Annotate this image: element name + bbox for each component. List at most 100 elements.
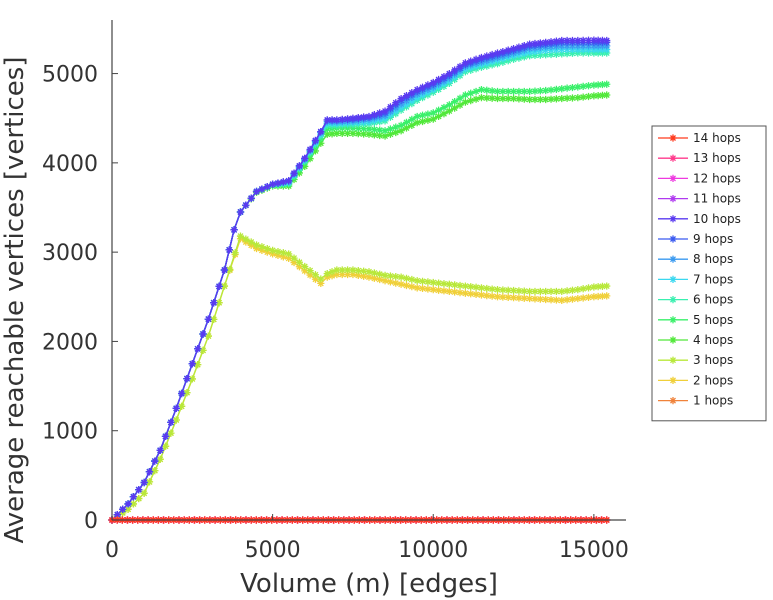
data-point-marker bbox=[424, 81, 432, 89]
data-point-marker bbox=[445, 287, 453, 296]
legend-entry: 9 hops bbox=[658, 232, 733, 246]
data-point-marker bbox=[547, 95, 555, 103]
legend-label: 7 hops bbox=[693, 272, 733, 286]
data-point-marker bbox=[220, 282, 229, 290]
legend-label: 8 hops bbox=[693, 252, 733, 266]
data-point-marker bbox=[515, 294, 523, 302]
data-point-marker bbox=[365, 268, 373, 276]
data-point-marker bbox=[370, 131, 378, 139]
data-point-marker bbox=[526, 287, 534, 296]
data-point-marker bbox=[424, 278, 432, 286]
data-point-marker bbox=[504, 286, 512, 294]
data-point-marker bbox=[151, 457, 159, 465]
data-point-marker bbox=[435, 106, 443, 114]
data-point-marker bbox=[509, 44, 518, 53]
data-point-marker bbox=[354, 114, 362, 122]
data-point-marker bbox=[333, 270, 341, 279]
data-point-marker bbox=[285, 177, 293, 185]
data-point-marker bbox=[547, 296, 555, 304]
data-point-marker bbox=[594, 283, 602, 291]
data-point-marker bbox=[552, 95, 560, 103]
data-point-marker bbox=[338, 129, 346, 137]
data-point-marker bbox=[435, 279, 443, 287]
data-point-marker bbox=[397, 280, 405, 288]
data-point-marker bbox=[418, 83, 427, 91]
data-point-marker bbox=[338, 270, 346, 279]
data-point-marker bbox=[568, 286, 577, 294]
data-point-marker bbox=[552, 296, 560, 304]
data-point-marker bbox=[354, 130, 362, 138]
y-tick-label: 0 bbox=[84, 509, 98, 534]
data-point-marker bbox=[472, 87, 480, 96]
data-point-marker bbox=[376, 275, 384, 284]
data-point-marker bbox=[370, 269, 378, 277]
data-point-marker bbox=[167, 418, 175, 426]
data-point-marker bbox=[472, 95, 480, 103]
data-point-marker bbox=[461, 91, 469, 99]
data-point-marker bbox=[183, 389, 191, 397]
series-9-hops bbox=[108, 38, 611, 524]
data-point-marker bbox=[204, 332, 212, 340]
data-point-marker bbox=[579, 82, 587, 90]
data-point-marker bbox=[145, 478, 154, 486]
data-point-marker bbox=[584, 82, 593, 90]
data-point-marker bbox=[542, 51, 550, 59]
data-point-marker bbox=[483, 291, 491, 300]
data-point-marker bbox=[552, 50, 560, 58]
series-layer bbox=[108, 36, 611, 524]
data-point-marker bbox=[413, 284, 421, 292]
data-point-marker bbox=[598, 91, 607, 99]
data-point-marker bbox=[568, 295, 577, 303]
data-point-marker bbox=[151, 466, 159, 475]
data-point-marker bbox=[317, 275, 325, 283]
legend-entry: 10 hops bbox=[658, 212, 741, 226]
data-point-marker bbox=[445, 101, 453, 109]
data-point-marker bbox=[381, 127, 389, 135]
data-point-marker bbox=[483, 52, 491, 60]
data-point-marker bbox=[242, 201, 250, 209]
data-point-marker bbox=[456, 62, 464, 71]
legend-label: 12 hops bbox=[693, 171, 741, 185]
data-point-marker bbox=[338, 266, 346, 274]
data-point-marker bbox=[247, 238, 255, 246]
data-point-marker bbox=[402, 281, 411, 290]
data-point-marker bbox=[236, 208, 245, 216]
data-point-marker bbox=[558, 296, 566, 304]
data-point-marker bbox=[584, 36, 593, 44]
data-point-marker bbox=[445, 107, 453, 115]
data-point-marker bbox=[440, 110, 448, 118]
data-point-marker bbox=[603, 36, 611, 45]
data-point-marker bbox=[381, 132, 389, 140]
data-point-marker bbox=[354, 271, 362, 279]
data-point-marker bbox=[376, 126, 384, 134]
data-point-marker bbox=[598, 36, 607, 44]
data-point-marker bbox=[669, 134, 677, 142]
data-point-marker bbox=[397, 94, 405, 103]
data-point-marker bbox=[669, 336, 677, 344]
data-point-marker bbox=[531, 287, 539, 296]
legend-label: 11 hops bbox=[693, 192, 741, 206]
legend-entry: 14 hops bbox=[658, 131, 741, 145]
data-point-marker bbox=[328, 116, 336, 124]
data-point-marker bbox=[584, 92, 593, 101]
data-point-marker bbox=[483, 86, 491, 94]
data-point-marker bbox=[499, 286, 507, 294]
data-point-marker bbox=[311, 275, 320, 283]
data-point-marker bbox=[311, 147, 320, 155]
data-point-marker bbox=[477, 284, 486, 292]
data-point-marker bbox=[488, 50, 496, 59]
data-point-marker bbox=[520, 87, 528, 96]
data-point-marker bbox=[386, 272, 395, 280]
data-point-marker bbox=[295, 162, 303, 170]
data-point-marker bbox=[669, 316, 677, 324]
data-point-marker bbox=[552, 85, 560, 93]
data-point-marker bbox=[456, 289, 464, 297]
data-point-marker bbox=[558, 287, 566, 296]
data-point-marker bbox=[338, 115, 346, 124]
data-point-marker bbox=[306, 271, 314, 279]
y-tick-label: 2000 bbox=[42, 330, 98, 355]
data-point-marker bbox=[493, 87, 502, 96]
data-point-marker bbox=[328, 272, 336, 280]
data-point-marker bbox=[558, 85, 566, 93]
